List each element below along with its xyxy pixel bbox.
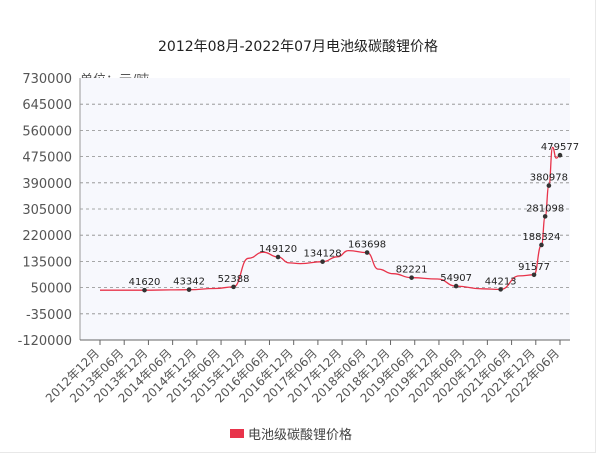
y-tick-label: 305000 <box>22 203 72 218</box>
data-label: 82221 <box>396 265 428 276</box>
data-label: 91577 <box>518 262 550 273</box>
legend-label: 电池级碳酸锂价格 <box>248 428 353 443</box>
chart-title: 2012年08月-2022年07月电池级碳酸锂价格 <box>158 39 438 55</box>
data-label: 134128 <box>303 249 341 260</box>
y-tick-label: -120000 <box>18 334 72 349</box>
data-point <box>539 242 544 248</box>
data-point <box>275 254 281 260</box>
data-point <box>142 287 147 293</box>
y-tick-label: 560000 <box>22 124 72 139</box>
data-point <box>546 183 552 188</box>
data-label: 479577 <box>541 142 579 153</box>
y-tick-label: 50000 <box>31 282 72 297</box>
data-point <box>498 287 503 292</box>
data-point <box>409 275 414 280</box>
y-tick-label: 475000 <box>22 151 72 166</box>
data-label: 43342 <box>173 277 205 288</box>
y-tick-label: -35000 <box>26 308 72 323</box>
data-label: 41620 <box>129 277 161 288</box>
y-tick-label: 220000 <box>22 229 72 244</box>
data-label: 149120 <box>259 244 297 255</box>
data-label: 281098 <box>526 203 564 214</box>
y-tick-label: 135000 <box>22 255 72 270</box>
data-point <box>320 259 325 264</box>
y-tick-label: 390000 <box>22 177 72 192</box>
legend[interactable]: 电池级碳酸锂价格 <box>230 424 352 443</box>
data-label: 54907 <box>440 273 472 284</box>
data-point <box>453 283 459 289</box>
data-point <box>557 152 563 158</box>
data-label: 380978 <box>530 173 568 184</box>
legend-swatch <box>230 429 244 438</box>
data-point <box>364 250 370 255</box>
data-label: 44213 <box>485 276 517 287</box>
data-point <box>231 284 236 290</box>
data-point <box>186 287 192 292</box>
y-tick-label: 730000 <box>22 72 72 87</box>
y-tick-label: 645000 <box>22 98 72 113</box>
data-label: 163698 <box>348 240 386 251</box>
data-label: 188324 <box>522 232 560 243</box>
data-point <box>542 214 548 219</box>
data-label: 52388 <box>218 274 250 285</box>
data-point <box>531 272 537 278</box>
